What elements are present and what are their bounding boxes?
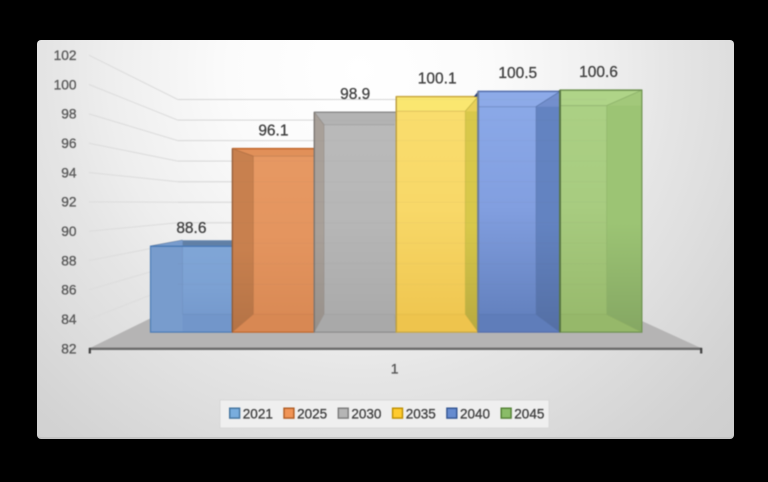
svg-text:98.9: 98.9 xyxy=(340,86,370,103)
svg-text:2021: 2021 xyxy=(243,406,273,421)
svg-text:100.5: 100.5 xyxy=(498,65,537,82)
svg-text:82: 82 xyxy=(61,341,76,356)
svg-text:90: 90 xyxy=(61,224,77,239)
svg-text:96: 96 xyxy=(61,136,77,151)
svg-text:84: 84 xyxy=(61,312,77,327)
svg-text:2035: 2035 xyxy=(406,406,436,421)
svg-text:88: 88 xyxy=(61,253,77,268)
svg-text:2040: 2040 xyxy=(460,406,490,421)
svg-text:2030: 2030 xyxy=(351,406,381,421)
svg-text:2045: 2045 xyxy=(514,406,544,421)
svg-text:100.6: 100.6 xyxy=(579,64,618,81)
svg-text:94: 94 xyxy=(61,165,77,180)
svg-text:1: 1 xyxy=(391,360,399,376)
svg-text:2025: 2025 xyxy=(297,406,327,421)
svg-text:96.1: 96.1 xyxy=(258,122,288,139)
svg-text:98: 98 xyxy=(61,107,77,122)
svg-text:100.1: 100.1 xyxy=(418,70,457,87)
svg-text:102: 102 xyxy=(54,48,77,63)
svg-text:88.6: 88.6 xyxy=(176,220,206,237)
svg-text:92: 92 xyxy=(61,195,76,210)
svg-text:86: 86 xyxy=(61,283,77,298)
svg-text:100: 100 xyxy=(54,77,77,92)
